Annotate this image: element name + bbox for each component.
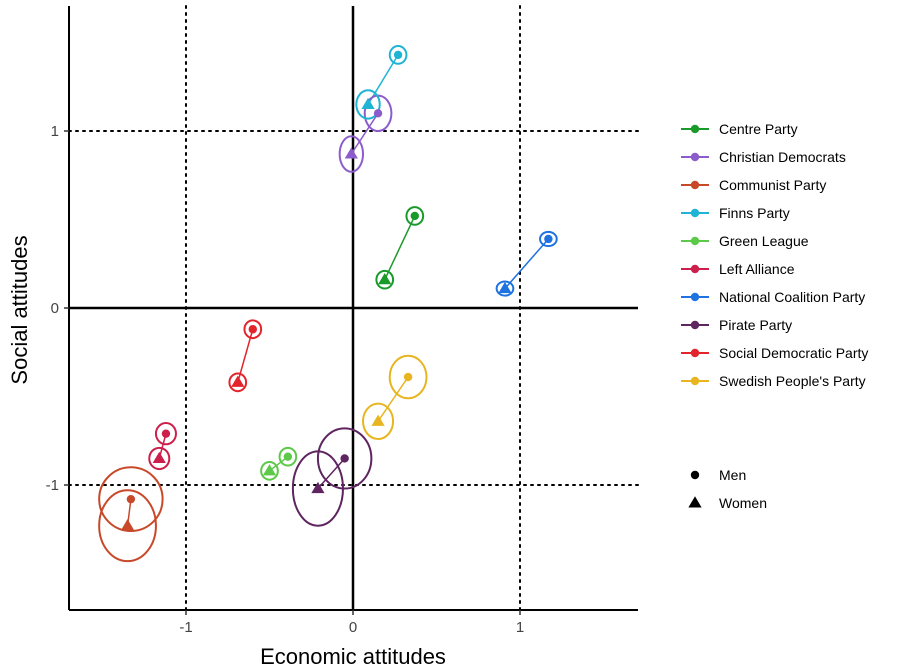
centre-party-women-ellipse bbox=[375, 269, 395, 290]
green-league-women-point bbox=[262, 464, 277, 476]
swedish-people-s-party-men-point bbox=[403, 372, 413, 382]
left-alliance-women-point bbox=[152, 451, 166, 463]
left-alliance-men-ellipse bbox=[154, 422, 177, 446]
national-coalition-party-women-ellipse bbox=[495, 280, 515, 297]
social-democratic-party-men-point bbox=[248, 325, 257, 334]
left-alliance-men-point bbox=[161, 429, 171, 438]
legend-label-communist-party: Communist Party bbox=[719, 177, 826, 193]
gender-legend-triangle-marker bbox=[688, 496, 702, 508]
centre-party-men-ellipse bbox=[405, 206, 425, 226]
y-tick-label: -1 bbox=[46, 477, 59, 494]
finns-party-women-ellipse bbox=[355, 89, 381, 120]
communist-party-men-point bbox=[126, 494, 136, 504]
legend-marker-christian-democrats bbox=[690, 152, 700, 162]
pirate-party-men-ellipse bbox=[316, 427, 373, 490]
gender-legend: Men Women bbox=[688, 467, 767, 511]
legend-marker-left-alliance bbox=[690, 264, 700, 274]
party-links bbox=[126, 54, 549, 526]
green-league-women-ellipse bbox=[260, 460, 279, 481]
centre-party-women-point bbox=[378, 272, 392, 285]
centre-party-men-point bbox=[410, 211, 419, 221]
y-tick-label: 1 bbox=[51, 123, 59, 140]
legend-label-christian-democrats: Christian Democrats bbox=[719, 149, 846, 165]
finns-party-men-point bbox=[393, 50, 403, 60]
legend-marker-social-democratic-party bbox=[690, 348, 700, 358]
centre-party-link bbox=[384, 215, 416, 280]
christian-democrats-women-point bbox=[344, 147, 358, 159]
communist-party-men-ellipse bbox=[98, 466, 164, 533]
pirate-party-women-ellipse bbox=[291, 450, 344, 527]
legend-marker-communist-party bbox=[690, 180, 700, 190]
legend-label-swedish-people-s-party: Swedish People's Party bbox=[719, 373, 866, 389]
legend-label-national-coalition-party: National Coalition Party bbox=[719, 289, 865, 305]
legend-label-pirate-party: Pirate Party bbox=[719, 317, 792, 333]
christian-democrats-men-point bbox=[373, 109, 383, 118]
national-coalition-party-link bbox=[504, 238, 549, 290]
legend-marker-centre-party bbox=[690, 124, 700, 134]
legend-marker-swedish-people-s-party bbox=[690, 376, 700, 386]
swedish-people-s-party-men-ellipse bbox=[388, 354, 428, 400]
x-tick-label: -1 bbox=[179, 619, 192, 636]
legend-marker-finns-party bbox=[690, 208, 700, 218]
communist-party-women-ellipse bbox=[98, 489, 157, 563]
x-tick-label: 0 bbox=[349, 619, 357, 636]
christian-democrats-link bbox=[350, 112, 379, 155]
pirate-party-men-point bbox=[340, 454, 349, 463]
y-axis-title: Social attitudes bbox=[7, 235, 32, 384]
gender-legend-label-men: Men bbox=[719, 467, 746, 483]
gender-legend-label-women: Women bbox=[719, 495, 767, 511]
national-coalition-party-men-point bbox=[544, 234, 553, 244]
legend-label-green-league: Green League bbox=[719, 233, 809, 249]
finns-party-women-point bbox=[361, 97, 375, 109]
x-axis-title: Economic attitudes bbox=[260, 644, 446, 669]
y-tick-label: 0 bbox=[51, 300, 59, 317]
x-tick-label: 1 bbox=[516, 619, 524, 636]
legend-label-left-alliance: Left Alliance bbox=[719, 261, 795, 277]
left-alliance-women-ellipse bbox=[148, 446, 171, 471]
national-coalition-party-women-point bbox=[498, 281, 512, 294]
swedish-people-s-party-link bbox=[377, 376, 409, 422]
legend-label-social-democratic-party: Social Democratic Party bbox=[719, 345, 868, 361]
legend-marker-green-league bbox=[690, 236, 700, 246]
social-democratic-party-women-ellipse bbox=[228, 372, 248, 393]
green-league-men-point bbox=[283, 452, 293, 461]
christian-democrats-women-ellipse bbox=[338, 135, 365, 173]
social-democratic-party-women-point bbox=[231, 375, 245, 387]
legend-label-centre-party: Centre Party bbox=[719, 121, 798, 137]
finns-party-men-ellipse bbox=[388, 45, 408, 65]
gender-legend-circle-marker bbox=[690, 470, 700, 480]
party-legend: Centre Party Christian Democrats Communist… bbox=[681, 121, 868, 389]
legend-marker-national-coalition-party bbox=[690, 292, 700, 302]
green-league-men-ellipse bbox=[278, 446, 298, 467]
pirate-party-link bbox=[317, 457, 346, 490]
swedish-people-s-party-women-ellipse bbox=[362, 402, 395, 440]
confidence-ellipses bbox=[98, 45, 558, 563]
communist-party-women-point bbox=[120, 519, 135, 531]
tick-labels: -1 0 1 -1 0 1 bbox=[46, 123, 525, 636]
legend-label-finns-party: Finns Party bbox=[719, 205, 790, 221]
party-points bbox=[120, 50, 553, 531]
swedish-people-s-party-women-point bbox=[371, 414, 385, 426]
social-democratic-party-men-ellipse bbox=[243, 319, 263, 340]
pirate-party-women-point bbox=[311, 481, 325, 494]
national-coalition-party-men-ellipse bbox=[539, 230, 558, 248]
legend-marker-pirate-party bbox=[690, 320, 700, 330]
